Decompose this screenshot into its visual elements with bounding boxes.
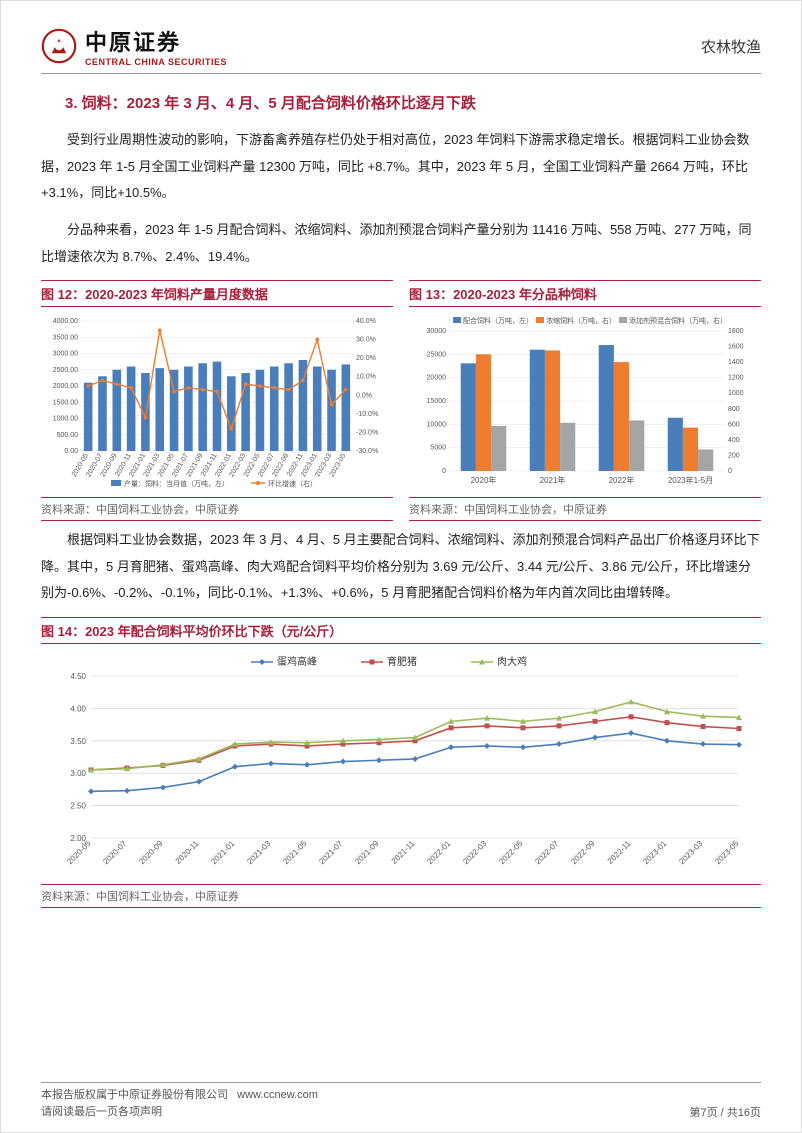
svg-text:20.0%: 20.0% <box>356 355 376 362</box>
paragraph-2: 分品种来看，2023 年 1-5 月配合饲料、浓缩饲料、添加剂预混合饲料产量分别… <box>41 217 761 270</box>
svg-text:0.00: 0.00 <box>64 448 78 455</box>
svg-text:配合饲料（万吨，左）: 配合饲料（万吨，左） <box>463 316 533 325</box>
svg-text:3.50: 3.50 <box>70 737 86 746</box>
svg-text:0: 0 <box>728 468 732 475</box>
svg-text:200: 200 <box>728 453 740 460</box>
svg-text:肉大鸡: 肉大鸡 <box>497 655 527 668</box>
svg-text:1500.00: 1500.00 <box>53 399 78 406</box>
chart-12-source: 资料来源：中国饲料工业协会，中原证券 <box>41 497 393 521</box>
svg-text:4.00: 4.00 <box>70 705 86 714</box>
chart-13-block: 图 13：2020-2023 年分品种饲料 050001000015000200… <box>409 280 761 521</box>
document-category: 农林牧渔 <box>701 36 761 57</box>
chart-14-title: 图 14：2023 年配合饲料平均价环比下跌（元/公斤） <box>41 617 761 644</box>
svg-text:3500.00: 3500.00 <box>53 334 78 341</box>
svg-text:-30.0%: -30.0% <box>356 448 378 455</box>
charts-row-1: 图 12：2020-2023 年饲料产量月度数据 0.00 500.00 1000.… <box>41 280 761 521</box>
section-3-title: 3. 饲料：2023 年 3 月、4 月、5 月配合饲料价格环比逐月下跌 <box>65 92 761 113</box>
svg-text:30000: 30000 <box>427 328 447 335</box>
svg-text:1200: 1200 <box>728 375 744 382</box>
svg-text:15000: 15000 <box>427 398 447 405</box>
svg-text:1000: 1000 <box>728 390 744 397</box>
logo-block: 中原证券 CENTRAL CHINA SECURITIES <box>41 25 227 67</box>
svg-text:环比增速（右）: 环比增速（右） <box>268 479 317 488</box>
svg-text:2000.00: 2000.00 <box>53 383 78 390</box>
svg-text:产量：饲料：当月值（万吨，左）: 产量：饲料：当月值（万吨，左） <box>124 479 229 488</box>
svg-text:400: 400 <box>728 437 740 444</box>
svg-text:10000: 10000 <box>427 422 447 429</box>
svg-text:25000: 25000 <box>427 352 447 359</box>
chart-12-block: 图 12：2020-2023 年饲料产量月度数据 0.00 500.00 1000.… <box>41 280 393 521</box>
chart-14-canvas: 2.002.503.003.504.004.502020-052020-0720… <box>41 650 761 880</box>
svg-text:1800: 1800 <box>728 328 744 335</box>
svg-text:3.00: 3.00 <box>70 769 86 778</box>
svg-text:2500.00: 2500.00 <box>53 367 78 374</box>
chart-13-title: 图 13：2020-2023 年分品种饲料 <box>409 280 761 307</box>
svg-text:800: 800 <box>728 406 740 413</box>
svg-text:1400: 1400 <box>728 359 744 366</box>
paragraph-3: 根据饲料工业协会数据，2023 年 3 月、4 月、5 月主要配合饲料、浓缩饲料… <box>41 527 761 607</box>
svg-text:添加剂预混合饲料（万吨，右）: 添加剂预混合饲料（万吨，右） <box>629 316 727 325</box>
chart-12-canvas: 0.00 500.00 1000.00 1500.00 2000.00 2500.00 30… <box>41 313 393 493</box>
page-header: 中原证券 CENTRAL CHINA SECURITIES 农林牧渔 <box>41 25 761 74</box>
svg-text:2020年: 2020年 <box>471 475 497 485</box>
paragraph-1: 受到行业周期性波动的影响，下游畜禽养殖存栏仍处于相对高位，2023 年饲料下游需… <box>41 127 761 207</box>
svg-text:1000.00: 1000.00 <box>53 416 78 423</box>
svg-text:-10.0%: -10.0% <box>356 411 378 418</box>
svg-text:30.0%: 30.0% <box>356 337 376 344</box>
svg-text:600: 600 <box>728 422 740 429</box>
footer-disclaimer: 请阅读最后一页各项声明 <box>41 1104 318 1121</box>
document-page: 中原证券 CENTRAL CHINA SECURITIES 农林牧渔 3. 饲料… <box>0 0 802 1133</box>
svg-text:0.0%: 0.0% <box>356 392 372 399</box>
chart-13-source: 资料来源：中国饲料工业协会，中原证券 <box>409 497 761 521</box>
company-logo-icon <box>41 28 77 64</box>
chart-12-title: 图 12：2020-2023 年饲料产量月度数据 <box>41 280 393 307</box>
chart-14-block: 图 14：2023 年配合饲料平均价环比下跌（元/公斤） 2.002.503.0… <box>41 617 761 908</box>
chart-14-source: 资料来源：中国饲料工业协会，中原证券 <box>41 884 761 908</box>
svg-text:0: 0 <box>442 468 446 475</box>
footer-url: www.ccnew.com <box>237 1089 318 1101</box>
footer-copyright: 本报告版权属于中原证券股份有限公司 <box>41 1089 228 1101</box>
svg-text:4000.00: 4000.00 <box>53 318 78 325</box>
svg-text:育肥猪: 育肥猪 <box>387 655 417 668</box>
footer-page-number: 第7页 / 共16页 <box>689 1104 761 1120</box>
svg-text:20000: 20000 <box>427 375 447 382</box>
svg-text:-20.0%: -20.0% <box>356 430 378 437</box>
svg-text:蛋鸡高峰: 蛋鸡高峰 <box>277 655 317 668</box>
svg-text:2021年: 2021年 <box>540 475 566 485</box>
svg-text:3000.00: 3000.00 <box>53 351 78 358</box>
logo-text-en: CENTRAL CHINA SECURITIES <box>85 57 227 67</box>
svg-text:40.0%: 40.0% <box>356 318 376 325</box>
svg-text:浓缩饲料（万吨，右）: 浓缩饲料（万吨，右） <box>546 316 616 325</box>
logo-text-cn: 中原证券 <box>85 25 227 57</box>
svg-text:2022年: 2022年 <box>609 475 635 485</box>
svg-text:5000: 5000 <box>430 445 446 452</box>
svg-text:500.00: 500.00 <box>57 432 79 439</box>
svg-text:2.50: 2.50 <box>70 802 86 811</box>
page-footer: 本报告版权属于中原证券股份有限公司 www.ccnew.com 请阅读最后一页各… <box>41 1082 761 1120</box>
chart-13-canvas: 0 5000 10000 15000 20000 25000 30000 0 200 400 600… <box>409 313 761 493</box>
svg-text:1600: 1600 <box>728 344 744 351</box>
svg-text:2023年1-5月: 2023年1-5月 <box>668 475 713 485</box>
svg-text:10.0%: 10.0% <box>356 374 376 381</box>
svg-text:4.50: 4.50 <box>70 672 86 681</box>
